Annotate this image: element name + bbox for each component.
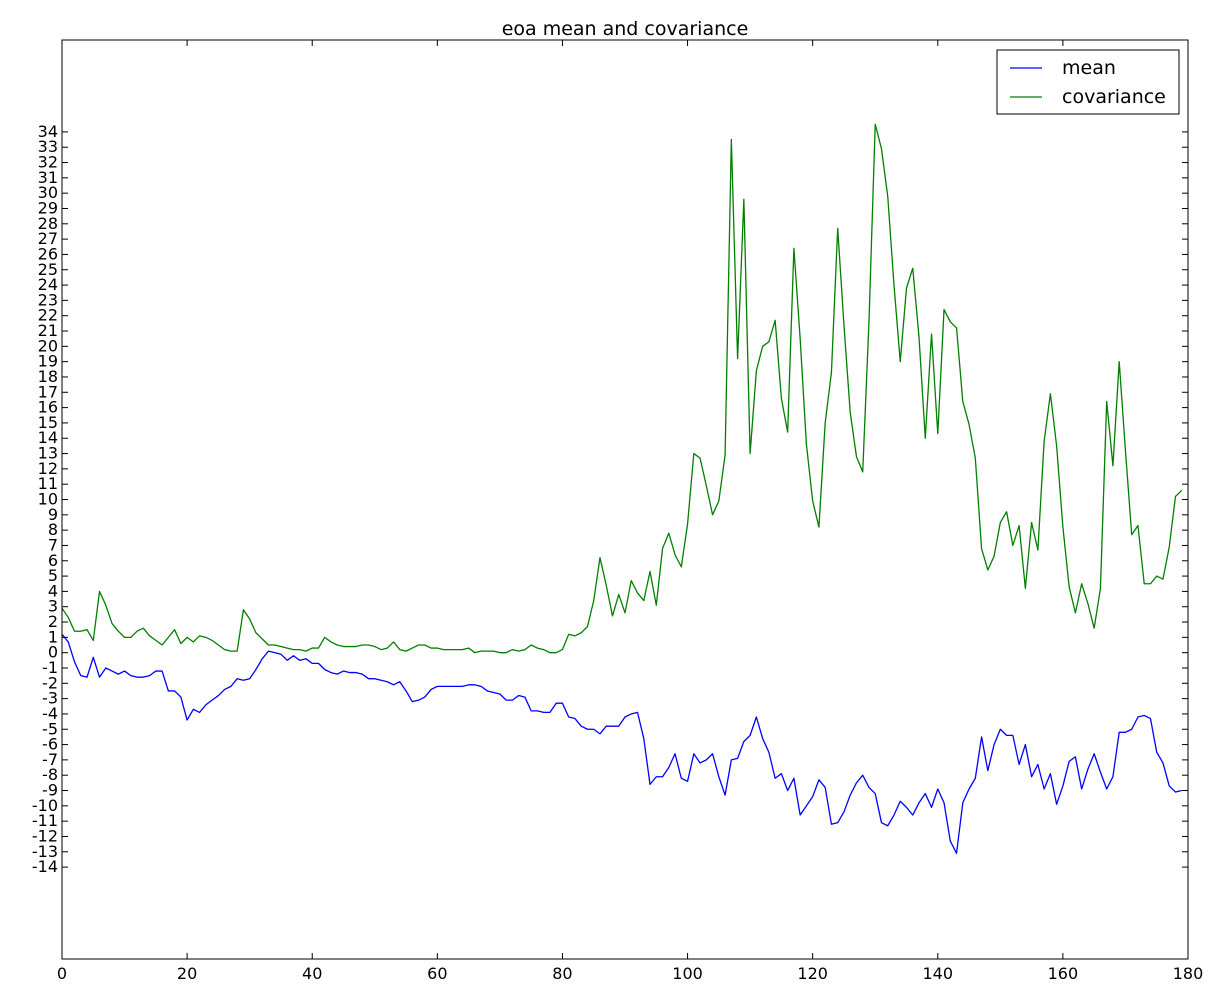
y-tick-label: -14 [32,857,58,876]
y-tick-label: 20 [38,336,58,355]
y-tick-label: 3 [48,597,58,616]
legend-label-mean: mean [1062,57,1116,79]
y-tick-label: 26 [38,244,58,263]
y-tick-label: -4 [42,704,58,723]
y-tick-label: 33 [38,137,58,156]
y-tick-label: 18 [38,367,58,386]
y-tick-label: -7 [42,750,58,769]
series-line-mean [61,633,1182,854]
y-tick-label: 4 [48,581,58,600]
y-tick-label: -3 [42,689,58,708]
y-tick-label: -1 [42,658,58,677]
x-tick-label: 120 [797,964,828,983]
y-tick-label: 25 [38,260,58,279]
y-tick-label: -10 [32,796,58,815]
y-tick-label: 14 [38,428,58,447]
y-tick-label: 31 [38,168,58,187]
x-tick-label: 20 [177,964,197,983]
y-tick-label: 17 [38,382,58,401]
y-tick-label: 19 [38,352,58,371]
y-tick-label: 10 [38,490,58,509]
x-tick-label: 80 [552,964,572,983]
x-tick-label: 0 [57,964,67,983]
y-tick-label: 28 [38,214,58,233]
y-tick-label: 8 [48,520,58,539]
y-tick-label: 13 [38,444,58,463]
y-tick-label: 5 [48,566,58,585]
y-tick-label: -6 [42,735,58,754]
y-tick-label: 1 [48,627,58,646]
x-tick-label: 100 [672,964,703,983]
y-tick-label: 24 [38,275,58,294]
y-tick-label: 2 [48,612,58,631]
y-tick-label: -13 [32,842,58,861]
plot-area [61,123,1183,854]
x-tick-label: 40 [302,964,322,983]
y-tick-label: 34 [38,122,58,141]
y-tick-label: -11 [32,811,58,830]
legend: mean covariance [996,49,1180,115]
y-tick-label: 12 [38,459,58,478]
y-tick-label: 21 [38,321,58,340]
y-tick-label: -2 [42,673,58,692]
x-tick-label: 180 [1173,964,1204,983]
x-tick-label: 160 [1048,964,1079,983]
y-tick-label: 16 [38,398,58,417]
y-tick-label: 0 [48,643,58,662]
y-tick-label: 11 [38,474,58,493]
y-tick-label: 15 [38,413,58,432]
axes: 0 20 40 60 80 100 120 140 160 180-14-13-12-11-10-… [32,39,1204,983]
legend-label-covariance: covariance [1062,86,1166,108]
y-tick-label: 23 [38,290,58,309]
y-tick-label: 29 [38,198,58,217]
y-tick-label: -9 [42,781,58,800]
y-tick-label: -5 [42,719,58,738]
y-tick-label: 22 [38,306,58,325]
y-tick-label: 6 [48,551,58,570]
y-tick-label: -12 [32,826,58,845]
x-tick-label: 140 [923,964,954,983]
y-tick-label: 30 [38,183,58,202]
y-tick-label: -8 [42,765,58,784]
series-line-covariance [61,123,1183,654]
x-tick-label: 60 [427,964,447,983]
chart-title: eoa mean and covariance [502,18,749,40]
y-tick-label: 27 [38,229,58,248]
y-tick-label: 9 [48,505,58,524]
y-tick-label: 7 [48,535,58,554]
y-tick-label: 32 [38,153,58,172]
legend-box [996,49,1180,115]
